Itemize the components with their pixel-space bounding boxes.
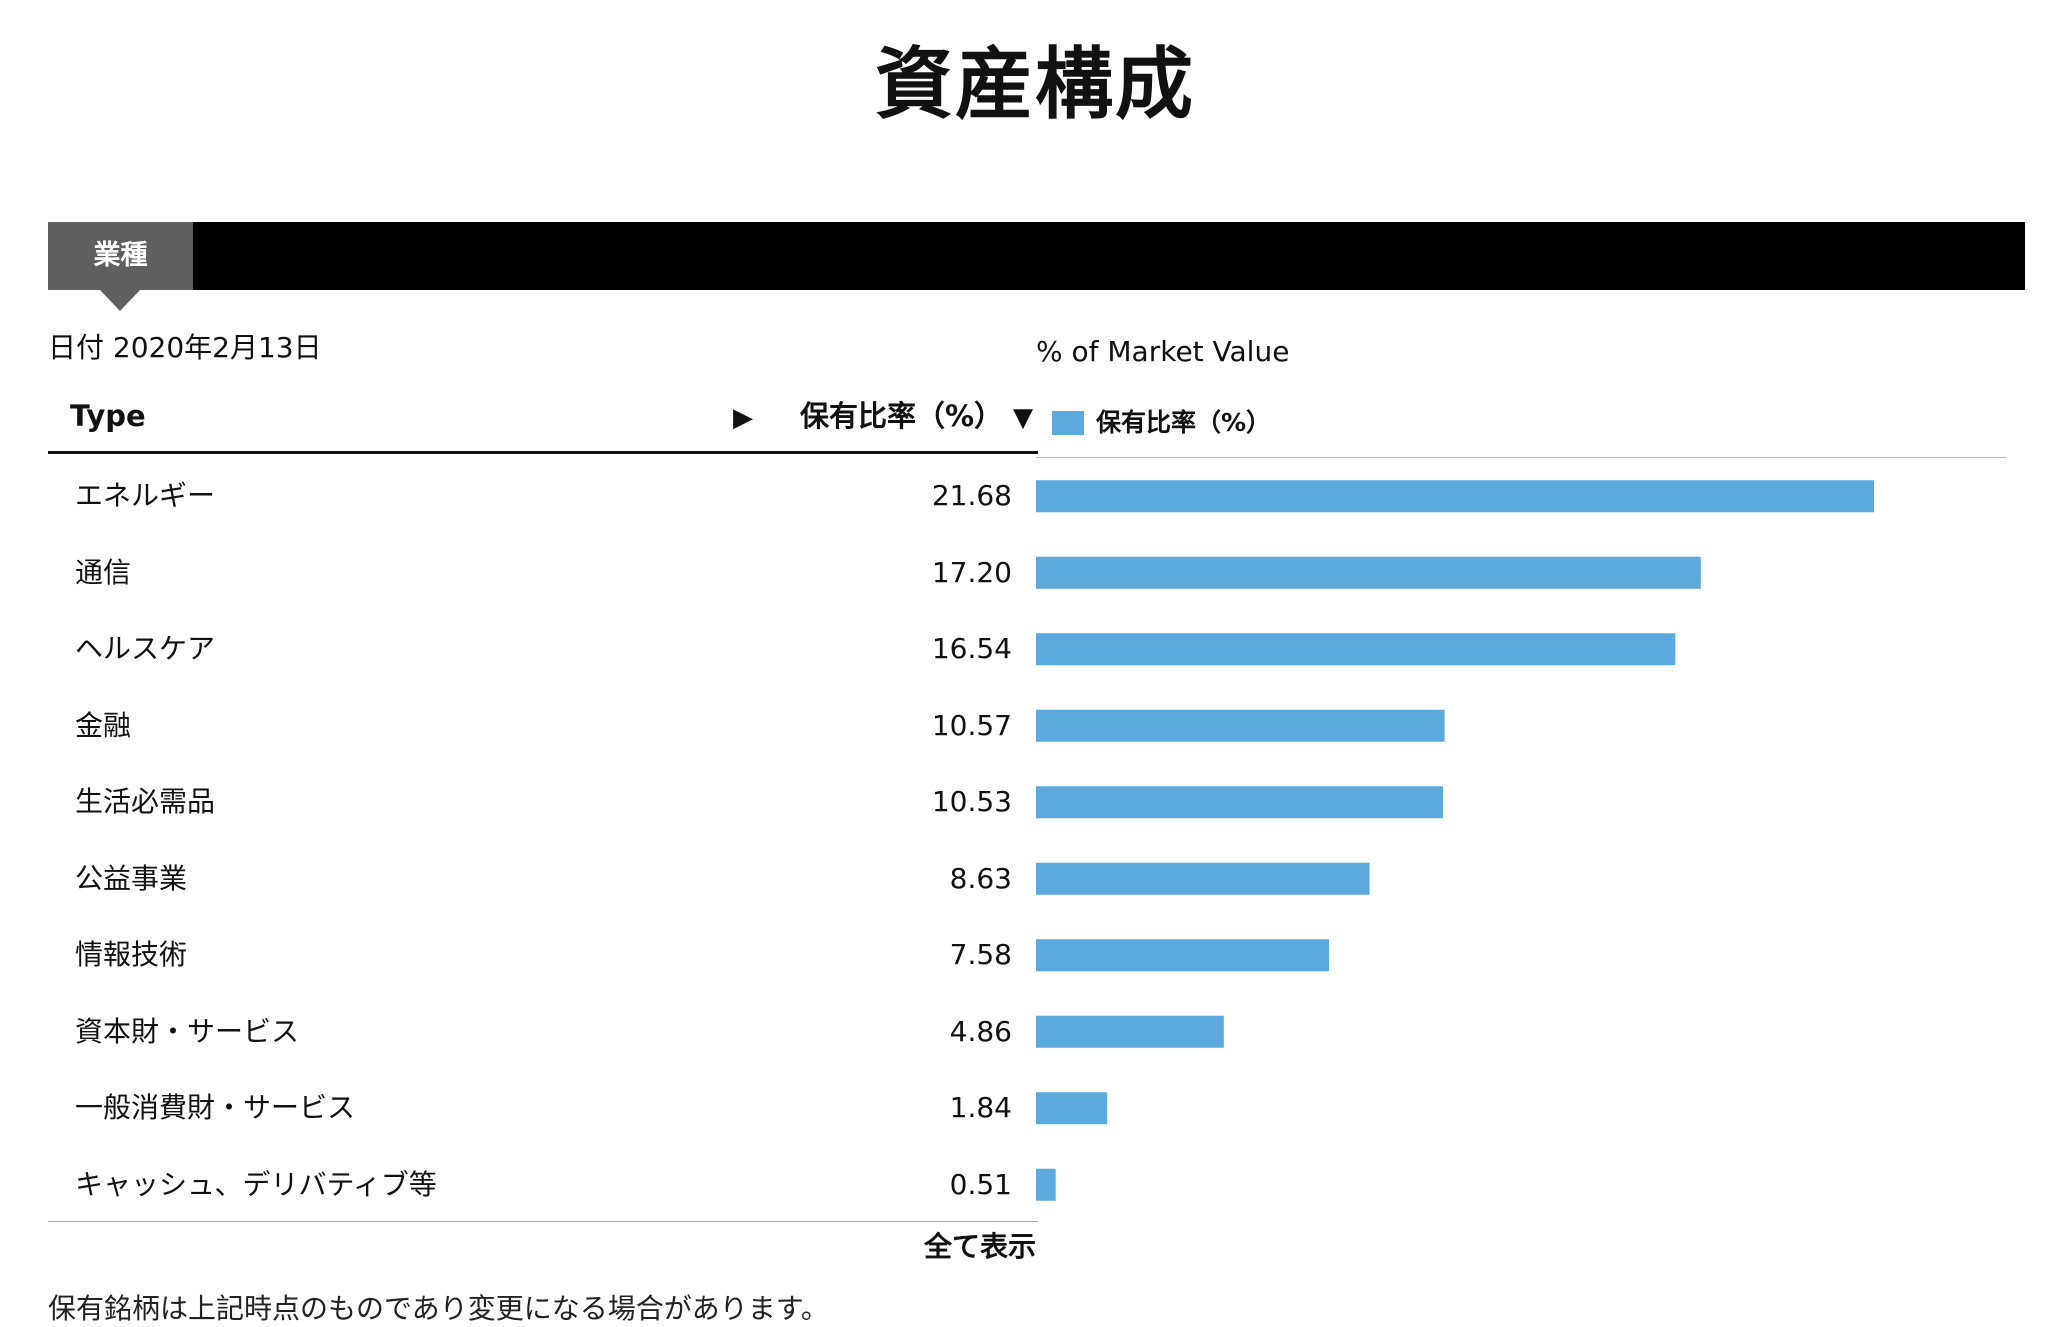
- bar-9: [1036, 1092, 1108, 1125]
- table-row: ヘルスケア 16.54: [48, 611, 1038, 687]
- table-row: 金融 10.57: [48, 688, 1038, 764]
- bar-3: [1036, 633, 1676, 666]
- row-weight-value: 1.84: [949, 1091, 1012, 1124]
- table-header-divider: [48, 451, 1038, 454]
- legend-swatch: [1052, 411, 1084, 435]
- row-sector-name: ヘルスケア: [75, 632, 216, 665]
- row-weight-value: 17.20: [931, 555, 1012, 589]
- bar-7: [1036, 939, 1329, 972]
- row-weight-value: 10.53: [931, 785, 1012, 818]
- chart-title: % of Market Value: [1036, 335, 1290, 368]
- row-weight-value: 21.68: [931, 479, 1012, 512]
- legend-label: 保有比率（%）: [1096, 408, 1272, 437]
- row-sector-name: 通信: [75, 555, 132, 589]
- tab-sector[interactable]: 業種: [48, 222, 193, 290]
- row-sector-name: エネルギー: [75, 479, 216, 512]
- footnote: 保有銘柄は上記時点のものであり変更になる場合があります。: [48, 1292, 829, 1325]
- table-row: 資本財・サービス 4.86: [48, 994, 1038, 1070]
- row-weight-value: 4.86: [949, 1014, 1012, 1048]
- as-of-date: 日付 2020年2月13日: [48, 331, 322, 364]
- bar-5: [1036, 786, 1444, 819]
- row-sector-name: 資本財・サービス: [75, 1014, 300, 1048]
- table-footer-divider: [48, 1221, 1038, 1222]
- show-all-link[interactable]: 全て表示: [923, 1230, 1036, 1263]
- table-row: エネルギー 21.68: [48, 458, 1038, 534]
- row-weight-value: 0.51: [949, 1167, 1012, 1201]
- table-row: 公益事業 8.63: [48, 841, 1038, 917]
- sort-weight-icon[interactable]: ▼: [1013, 403, 1033, 433]
- chart-top-rule: [1036, 457, 2006, 458]
- bar-8: [1036, 1015, 1224, 1048]
- row-weight-value: 7.58: [949, 938, 1012, 971]
- row-sector-name: キャッシュ、デリバティブ等: [75, 1167, 437, 1201]
- row-weight-value: 8.63: [949, 861, 1012, 895]
- bar-6: [1036, 862, 1370, 895]
- table-row: 生活必需品 10.53: [48, 764, 1038, 840]
- chart-legend: 保有比率（%）: [1052, 405, 1271, 441]
- bar-1: [1036, 480, 1874, 513]
- row-sector-name: 生活必需品: [75, 785, 216, 818]
- bar-chart: [1036, 480, 1874, 1201]
- bar-10: [1036, 1168, 1056, 1201]
- column-header-weight[interactable]: 保有比率（%）: [800, 399, 1004, 433]
- bar-2: [1036, 556, 1701, 589]
- row-sector-name: 金融: [75, 708, 132, 742]
- tab-pointer-icon: [100, 290, 140, 311]
- row-sector-name: 一般消費財・サービス: [75, 1091, 356, 1124]
- table-row: キャッシュ、デリバティブ等 0.51: [48, 1147, 1038, 1223]
- table-row: 一般消費財・サービス 1.84: [48, 1070, 1038, 1146]
- page-title: 資産構成: [874, 40, 1195, 130]
- bar-4: [1036, 709, 1445, 742]
- row-weight-value: 16.54: [931, 632, 1012, 665]
- row-weight-value: 10.57: [931, 708, 1012, 742]
- row-sector-name: 公益事業: [75, 861, 188, 895]
- table-row: 情報技術 7.58: [48, 917, 1038, 993]
- sort-type-icon[interactable]: ▶: [733, 403, 753, 433]
- tab-bar: 業種: [48, 222, 2025, 290]
- row-sector-name: 情報技術: [75, 938, 188, 971]
- column-header-type[interactable]: Type: [70, 399, 146, 433]
- table-row: 通信 17.20: [48, 535, 1038, 611]
